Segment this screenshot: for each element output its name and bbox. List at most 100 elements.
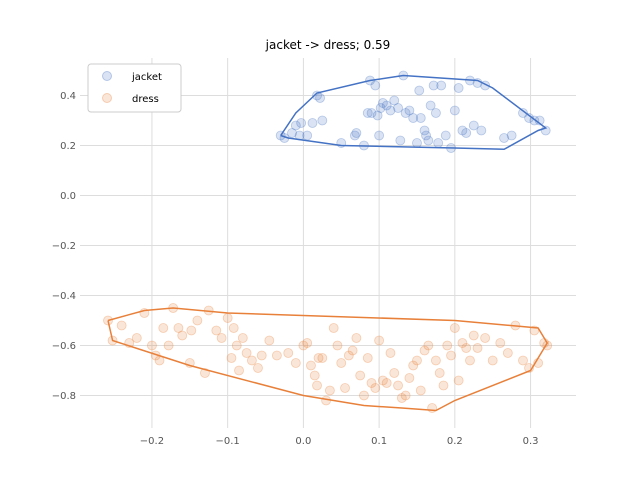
- dress-point: [449, 323, 460, 333]
- jacket-point: [423, 135, 434, 146]
- dress-point: [362, 353, 373, 363]
- jacket-point: [393, 103, 403, 113]
- jacket-point: [366, 108, 377, 118]
- dress-point: [389, 368, 400, 378]
- jacket-point: [385, 105, 396, 116]
- jacket-point: [468, 120, 479, 131]
- dress-point: [461, 343, 472, 353]
- jacket-point: [421, 130, 431, 141]
- x-tick-label: −0.1: [216, 436, 240, 447]
- dress-point: [518, 355, 528, 366]
- legend-label-jacket: jacket: [131, 72, 162, 83]
- dress-point: [415, 385, 426, 396]
- y-tick-label: −0.2: [52, 241, 76, 252]
- jacket-point: [362, 108, 373, 118]
- y-tick-label: 0.4: [60, 91, 76, 102]
- jacket-point: [317, 115, 328, 126]
- dress-point: [370, 383, 381, 393]
- dress-point: [302, 338, 313, 348]
- jacket-point: [453, 83, 464, 93]
- y-tick-label: 0.0: [60, 191, 76, 202]
- dress-point: [404, 373, 415, 383]
- dress-point: [228, 323, 239, 333]
- jacket-point: [414, 85, 425, 96]
- dress-point: [381, 378, 392, 388]
- dress-point: [264, 335, 275, 346]
- jacket-point: [375, 103, 386, 113]
- dress-point: [192, 315, 203, 326]
- dress-point: [237, 333, 248, 343]
- dress-point: [347, 345, 358, 356]
- dress-point: [355, 370, 366, 381]
- dress-point: [317, 353, 328, 363]
- jacket-point: [296, 118, 307, 128]
- jacket-point: [461, 128, 472, 138]
- legend-marker-jacket: [102, 71, 112, 81]
- legend-box: [87, 63, 182, 113]
- jacket-point: [506, 130, 517, 141]
- dress-point: [468, 330, 479, 341]
- jacket-point: [415, 113, 426, 123]
- dress-point: [472, 343, 483, 353]
- jacket-point: [302, 130, 313, 141]
- y-tick-label: −0.4: [52, 291, 76, 302]
- jacket-point: [440, 130, 451, 141]
- jacket-point: [370, 80, 381, 91]
- grid: [80, 58, 576, 428]
- dress-point: [465, 355, 475, 366]
- jacket-point: [381, 100, 392, 111]
- dress-point: [256, 350, 267, 361]
- dress-point: [502, 348, 513, 358]
- dress-point: [374, 335, 385, 346]
- jacket-point: [404, 105, 415, 116]
- jacket-point: [400, 108, 411, 118]
- dress-point: [438, 380, 449, 391]
- jacket-point: [428, 80, 439, 91]
- dress-point: [423, 340, 434, 351]
- jacket-point: [518, 108, 528, 118]
- dress-point: [442, 340, 453, 351]
- dress-point: [312, 380, 322, 391]
- dress-point: [446, 350, 456, 361]
- jacket-point: [349, 130, 360, 141]
- dress-point: [480, 333, 491, 343]
- dress-point: [324, 385, 335, 396]
- jacket-point: [290, 120, 301, 131]
- legend-marker-dress: [102, 93, 112, 103]
- dress-point: [408, 360, 419, 371]
- jacket-point: [425, 100, 436, 111]
- jacket-point: [499, 133, 509, 143]
- dress-point: [131, 333, 142, 343]
- dress-point: [385, 348, 396, 358]
- dress-point: [173, 323, 184, 333]
- dress-point: [163, 340, 174, 351]
- dress-point: [453, 375, 464, 386]
- x-tick-label: 0.1: [371, 436, 387, 447]
- dress-point: [495, 338, 506, 348]
- dress-point: [332, 340, 343, 351]
- dress-point: [177, 330, 188, 341]
- dress-point: [313, 353, 324, 363]
- jacket-point: [476, 125, 487, 136]
- dress-point: [246, 355, 257, 366]
- y-tick-label: 0.2: [60, 141, 76, 152]
- dress-point: [359, 390, 369, 401]
- jacket-point: [374, 130, 385, 141]
- dress-point: [343, 350, 354, 361]
- dress-point: [434, 368, 445, 378]
- dress-point: [366, 378, 377, 388]
- plot-area: [103, 70, 553, 413]
- dress-point: [487, 355, 498, 366]
- jacket-point: [395, 135, 406, 146]
- dress-point: [222, 313, 233, 323]
- jacket-point: [307, 118, 318, 128]
- dress-point: [419, 345, 430, 356]
- dress-point: [290, 358, 301, 368]
- dress-point: [306, 360, 316, 371]
- jacket-point: [433, 138, 444, 148]
- dress-point: [216, 333, 227, 343]
- dress-point: [226, 353, 237, 363]
- dress-point: [271, 350, 282, 361]
- jacket-hull-line: [280, 74, 548, 151]
